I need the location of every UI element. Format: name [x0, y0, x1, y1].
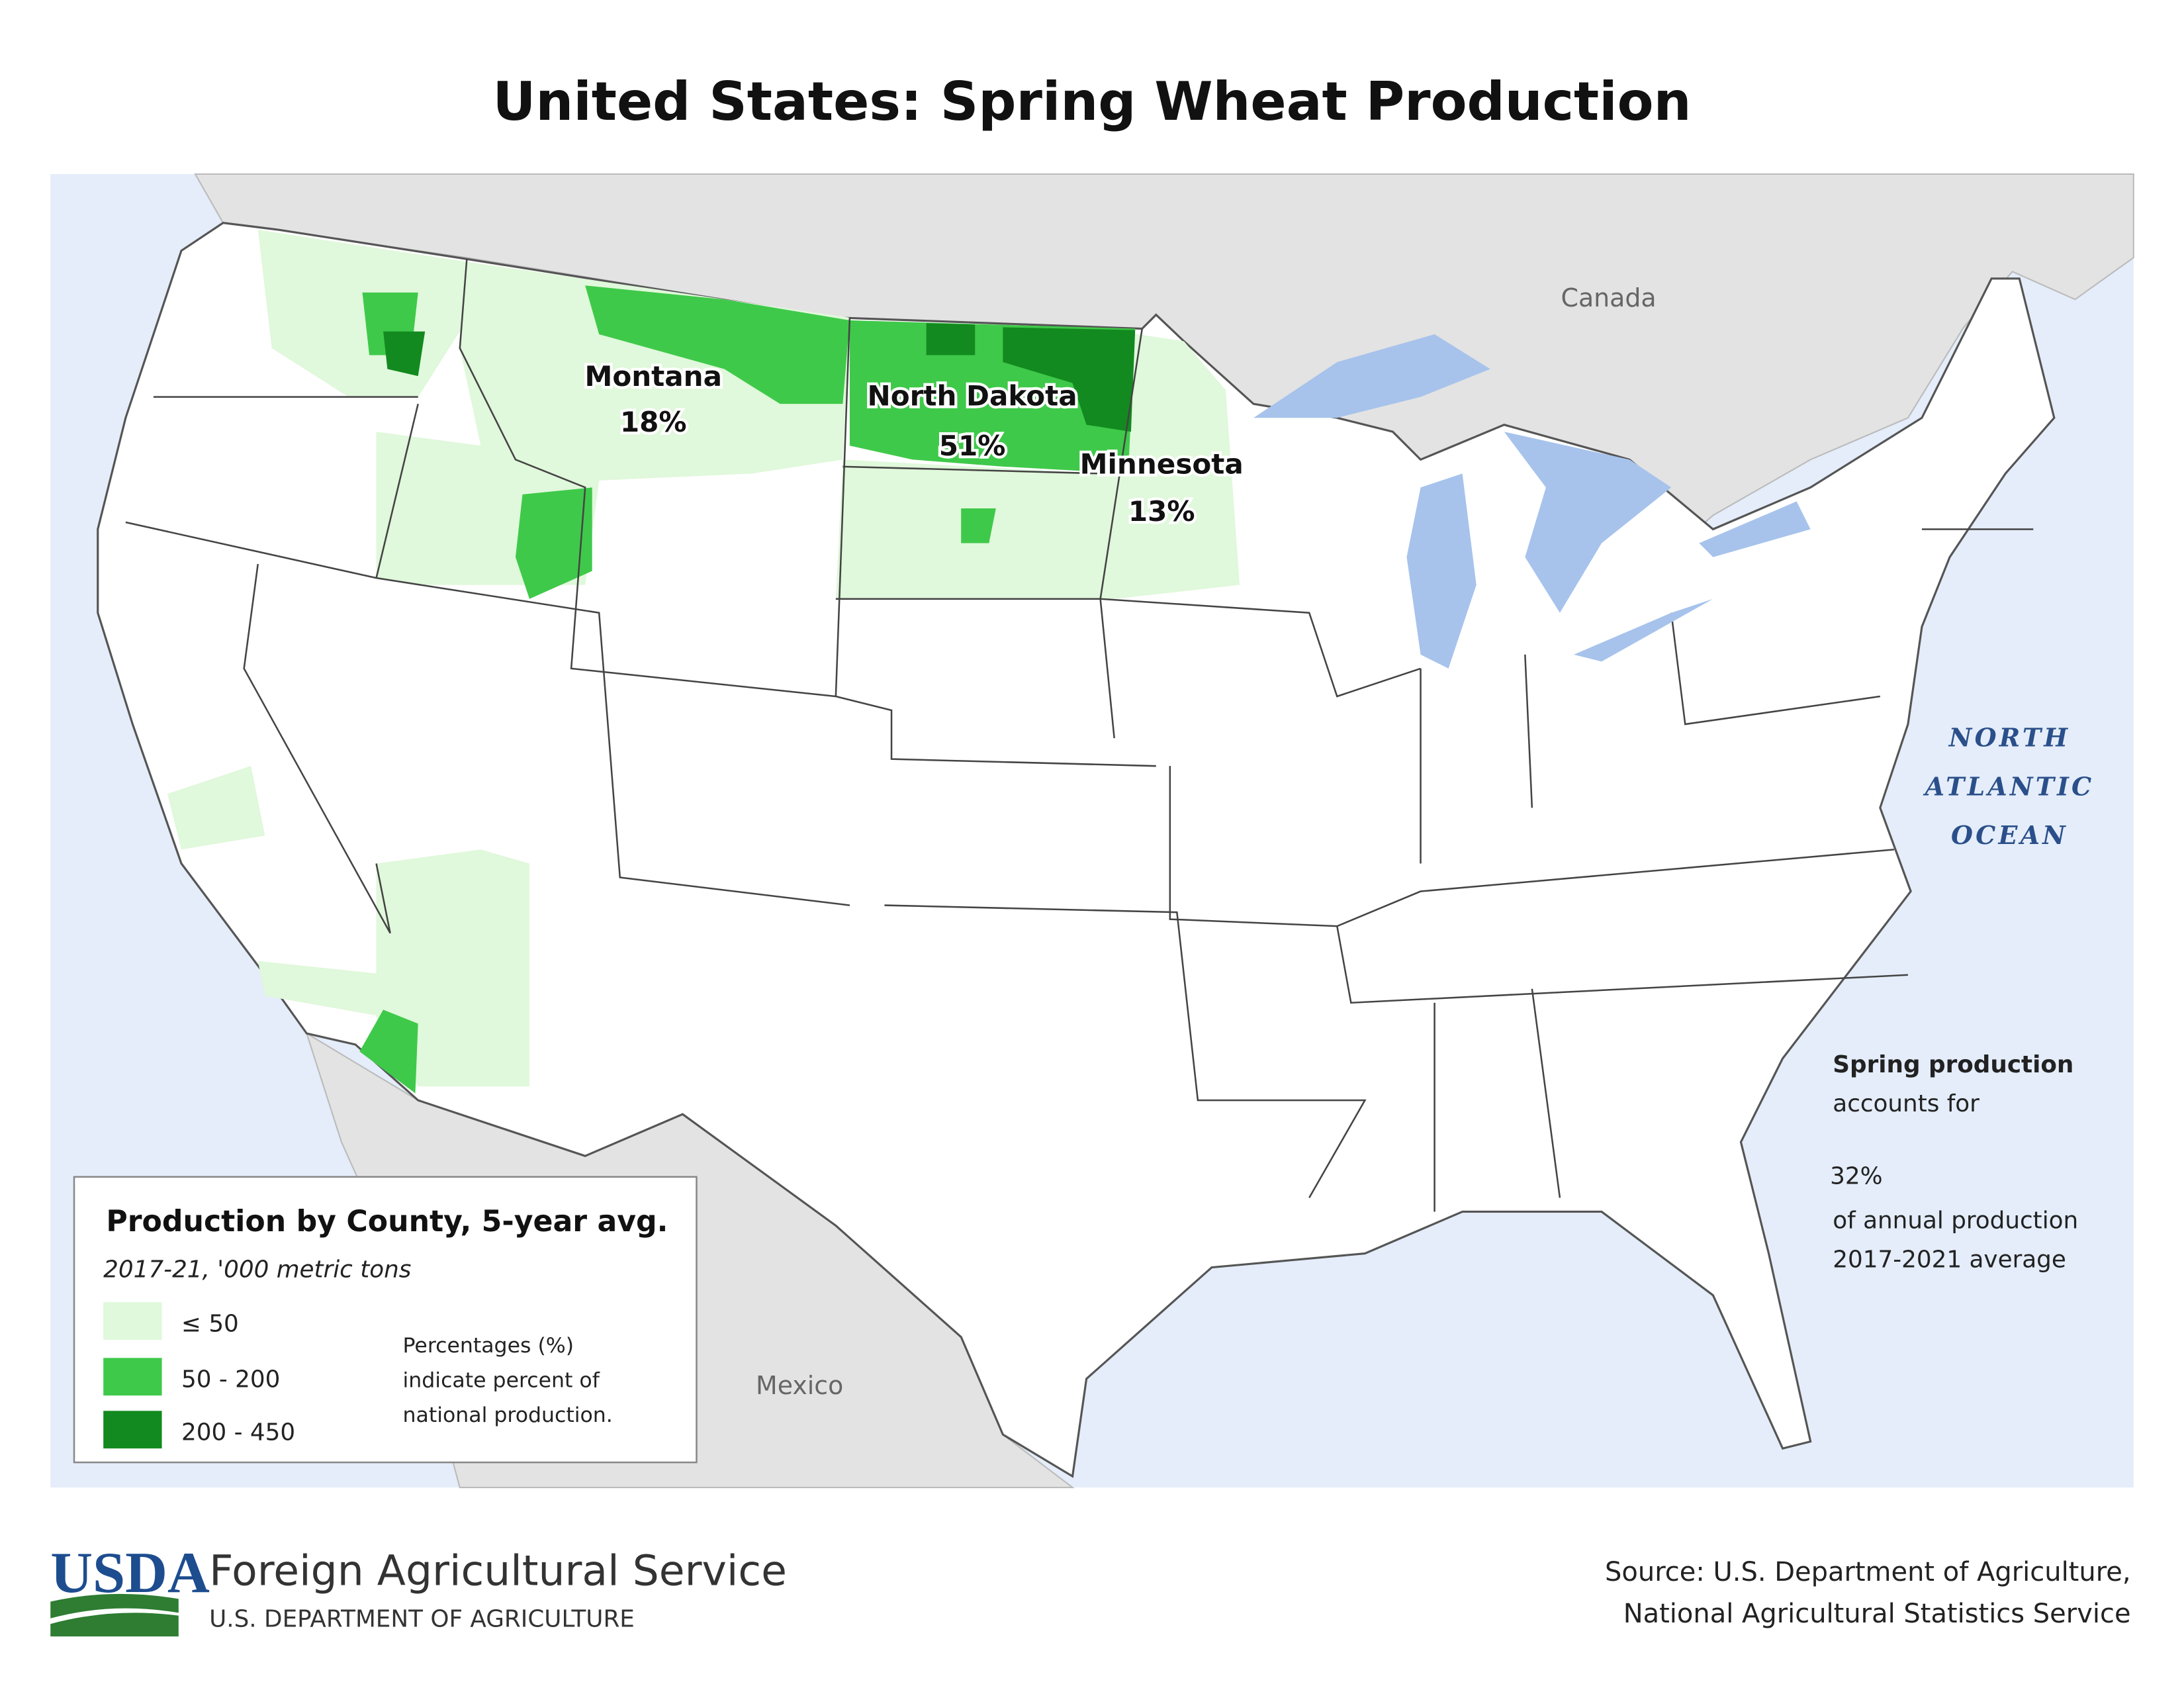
state-border [125, 521, 377, 579]
country-label: Canada [1561, 283, 1657, 312]
source: National Agricultural Statistics Service [1623, 1599, 2131, 1629]
state-border [1099, 328, 1421, 698]
logo-swoosh [50, 1593, 179, 1618]
ocean-label: NORTH [1948, 723, 2070, 753]
summary-share: 32% [1830, 1162, 1882, 1190]
state-border [1524, 654, 1533, 808]
summary-text: 2017-2021 average [1833, 1246, 2066, 1274]
lake [1699, 501, 1811, 557]
low-production-area [167, 766, 265, 850]
mid-production-area [515, 487, 592, 599]
legend: Production by County, 5-year avg. 2017-2… [73, 1176, 698, 1464]
title: United States: Spring Wheat Production [493, 71, 1692, 132]
high-production-area [926, 323, 976, 355]
lake [1573, 598, 1713, 662]
low-production-area [257, 961, 390, 1017]
state-border [1670, 612, 1881, 726]
state-border [243, 563, 391, 934]
legend-box [73, 1176, 698, 1464]
legend-subtitle: 2017-21, '000 metric tons [103, 1256, 411, 1283]
state-border [842, 465, 1101, 475]
footer: USDA Foreign Agricultural Service U.S. D… [50, 1540, 2131, 1637]
state-share: 51% [939, 430, 1006, 462]
mid-production-area [359, 1009, 418, 1094]
state-border [459, 259, 837, 698]
source: Source: U.S. Department of Agriculture, [1605, 1557, 2131, 1587]
state-border [376, 577, 850, 906]
legend-swatch [103, 1411, 162, 1449]
state-border [1531, 988, 1561, 1198]
legend-item: 200 - 450 [181, 1419, 295, 1446]
summary: Spring production accounts for 32% of an… [1830, 1051, 2078, 1274]
legend-note: national production. [403, 1403, 613, 1427]
state-share: 18% [620, 406, 687, 438]
legend-item: 50 - 200 [181, 1366, 280, 1393]
logo-swoosh [50, 1613, 179, 1637]
legend-note: indicate percent of [403, 1369, 600, 1393]
lake [1406, 473, 1477, 669]
mid-production-area [585, 285, 850, 404]
lake [1253, 334, 1490, 418]
lake [1504, 432, 1672, 613]
summary-lead: Spring production [1833, 1051, 2073, 1078]
state-share: 13% [1128, 495, 1195, 528]
legend-item: ≤ 50 [181, 1310, 239, 1337]
state-border [375, 403, 419, 579]
country-label: Mexico [756, 1371, 843, 1400]
high-production-area [1003, 327, 1136, 432]
ocean-label: ATLANTIC [1923, 771, 2095, 801]
state-border [1336, 925, 1908, 1004]
state-name: Montana [584, 360, 722, 393]
mid-production-area [961, 508, 996, 543]
high-production-area [383, 331, 426, 377]
department: U.S. DEPARTMENT OF AGRICULTURE [209, 1605, 635, 1632]
legend-note: Percentages (%) [403, 1334, 574, 1358]
summary-text: accounts for [1833, 1090, 1979, 1117]
state-name: North Dakota [868, 379, 1077, 412]
legend-swatch [103, 1358, 162, 1396]
ocean-label: OCEAN [1951, 820, 2068, 850]
state-borders [125, 259, 2034, 1212]
agency: Foreign Agricultural Service [209, 1546, 787, 1595]
great-lakes [1253, 334, 1811, 669]
state-border [835, 317, 1156, 767]
legend-title: Production by County, 5-year avg. [106, 1205, 668, 1239]
summary-text: of annual production [1833, 1207, 2078, 1235]
state-name: Minnesota [1080, 447, 1244, 480]
state-border [884, 904, 1367, 1199]
legend-swatch [103, 1302, 162, 1340]
